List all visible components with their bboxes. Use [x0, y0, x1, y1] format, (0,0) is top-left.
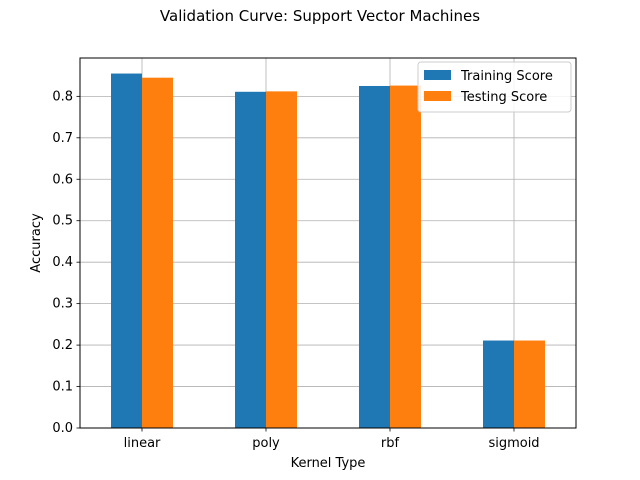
y-tick-label: 0.0: [52, 421, 73, 436]
y-tick-label: 0.7: [52, 131, 73, 146]
y-tick-label: 0.2: [52, 338, 73, 353]
bar-rbf-testing: [390, 85, 421, 428]
legend-swatch: [424, 91, 451, 101]
legend-label: Training Score: [460, 69, 553, 84]
bars-layer: [111, 73, 545, 429]
x-tick-label: linear: [124, 436, 161, 451]
bar-linear-training: [111, 73, 142, 429]
x-tick-label: sigmoid: [488, 436, 539, 451]
bar-rbf-training: [359, 85, 390, 429]
bar-sigmoid-training: [483, 340, 514, 428]
y-tick-label: 0.5: [52, 214, 73, 229]
chart-title: Validation Curve: Support Vector Machine…: [159, 7, 481, 25]
bar-poly-testing: [266, 91, 297, 428]
x-tick-label: rbf: [381, 436, 400, 451]
x-axis-label: Kernel Type: [291, 456, 366, 471]
legend-swatch: [424, 70, 451, 80]
x-tick-label: poly: [252, 436, 280, 451]
legend: Training Score Testing Score: [417, 61, 572, 113]
bar-linear-testing: [142, 77, 173, 428]
y-axis-label: Accuracy: [29, 213, 44, 273]
y-tick-label: 0.4: [52, 255, 73, 270]
ticks-layer: 0.0 0.1 0.2 0.3 0.4 0.5 0.6 0.7 0.8 linear poly rbf…: [52, 89, 539, 451]
bar-poly-training: [235, 91, 266, 429]
axes-frame: [79, 57, 577, 429]
y-tick-label: 0.1: [52, 380, 73, 395]
legend-frame: [417, 61, 572, 113]
y-tick-label: 0.8: [52, 89, 73, 104]
bar-sigmoid-testing: [514, 340, 545, 428]
legend-label: Testing Score: [460, 90, 547, 105]
y-tick-label: 0.6: [52, 172, 73, 187]
y-tick-label: 0.3: [52, 297, 73, 312]
